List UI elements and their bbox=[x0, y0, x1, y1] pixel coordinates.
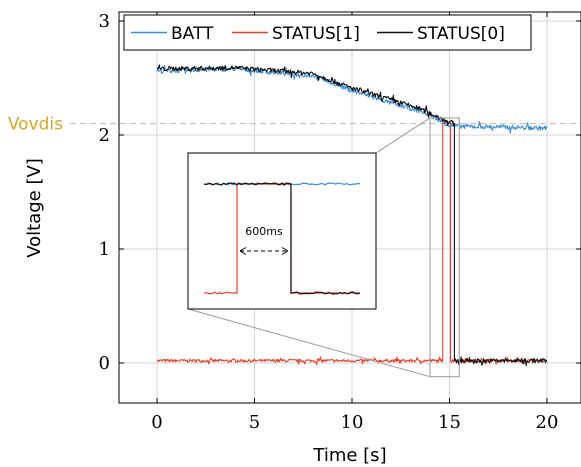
axis-frame bbox=[118, 11, 581, 404]
inset-connectors bbox=[187, 117, 460, 378]
threshold-label: Vovdis bbox=[8, 115, 63, 135]
legend-box bbox=[123, 14, 532, 51]
inset-status0-line bbox=[203, 182, 361, 295]
plot-series bbox=[156, 64, 548, 367]
inset-frame bbox=[187, 152, 377, 310]
series-status-1--line bbox=[156, 121, 548, 366]
series-status-0--line bbox=[156, 64, 548, 367]
y-tick-label: 1 bbox=[99, 239, 110, 260]
x-axis-label: Time [s] bbox=[312, 445, 386, 466]
x-tick-label: 10 bbox=[341, 412, 364, 433]
axis-ticks: 0 5 10 15 20 0 1 2 3 bbox=[99, 11, 581, 433]
interval-arrow-head-left bbox=[239, 247, 247, 255]
y-tick-label: 3 bbox=[99, 11, 110, 32]
interval-arrow-head-right bbox=[281, 247, 289, 255]
x-tick-label: 0 bbox=[151, 412, 162, 433]
legend-label: STATUS[0] bbox=[417, 24, 505, 44]
y-axis-label: Voltage [V] bbox=[24, 158, 45, 258]
y-tick-label: 0 bbox=[99, 353, 110, 374]
y-tick-label: 2 bbox=[99, 125, 110, 146]
legend-label: BATT bbox=[171, 24, 214, 44]
zoom-connector-line bbox=[187, 308, 431, 378]
legend: BATT STATUS[1] STATUS[0] bbox=[123, 14, 532, 51]
inset-zoom: 600ms bbox=[187, 152, 377, 310]
legend-label: STATUS[1] bbox=[272, 24, 360, 44]
series-batt-line bbox=[156, 64, 548, 134]
inset-status1-line bbox=[203, 183, 360, 295]
x-tick-label: 15 bbox=[438, 412, 461, 433]
zoom-connector-line bbox=[375, 117, 431, 154]
x-tick-label: 5 bbox=[249, 412, 260, 433]
x-tick-label: 20 bbox=[536, 412, 559, 433]
interval-label: 600ms bbox=[245, 225, 283, 238]
zoom-source-box bbox=[429, 117, 460, 378]
